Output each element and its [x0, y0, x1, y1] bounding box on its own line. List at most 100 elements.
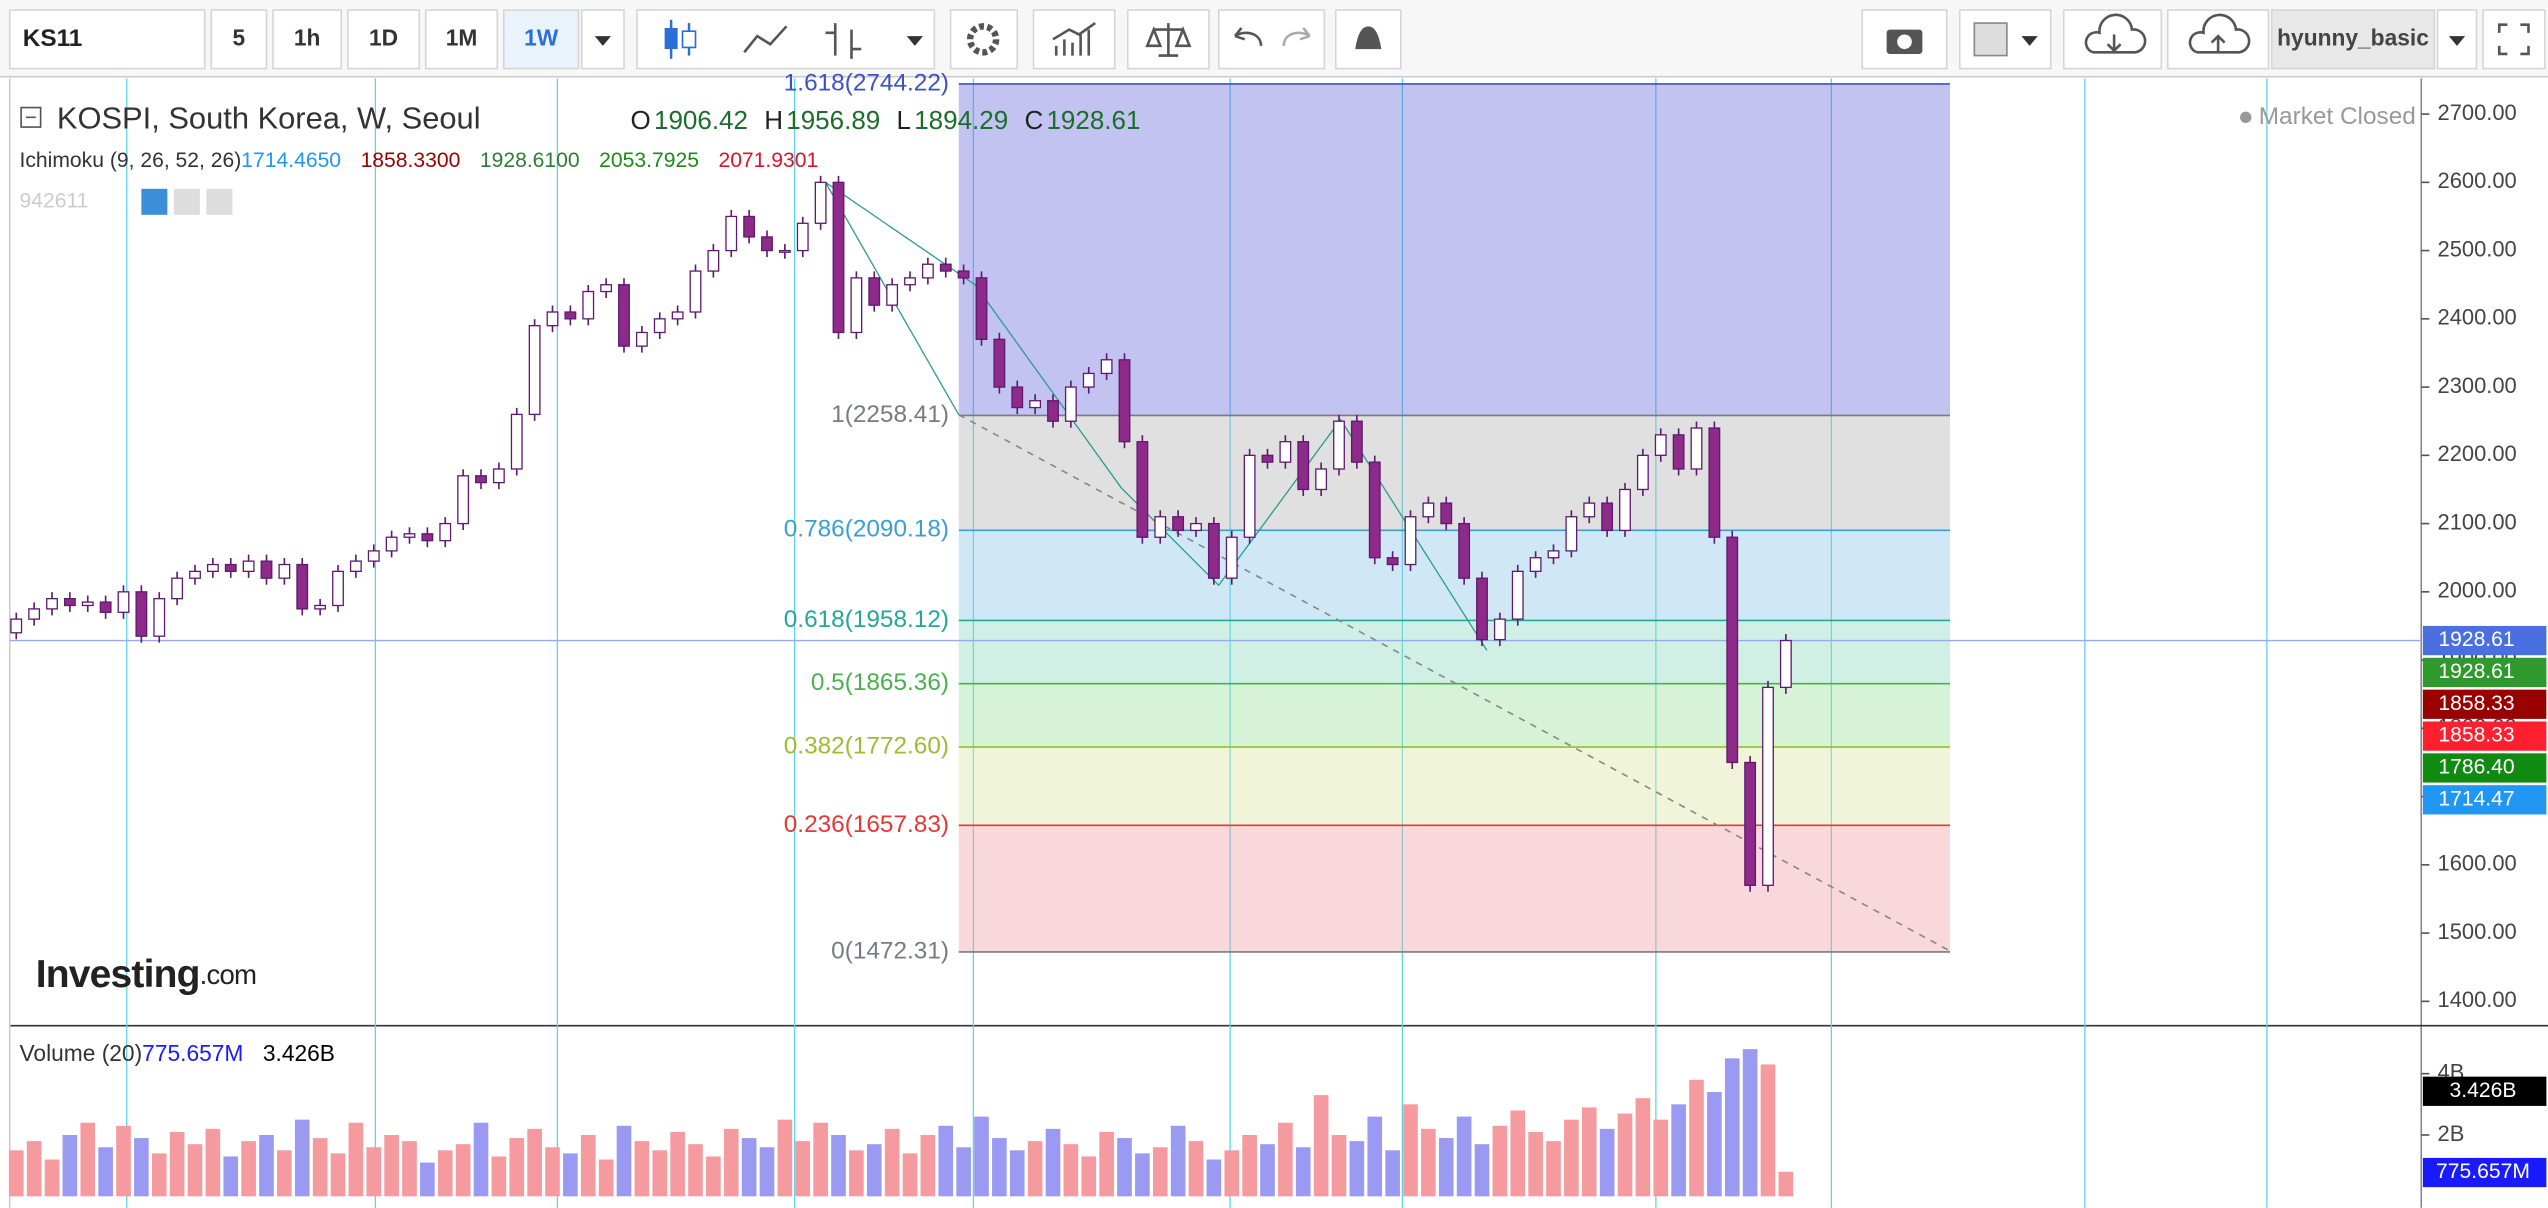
price-tag: [2422, 721, 2547, 751]
undo-redo-group[interactable]: [1217, 9, 1326, 70]
interval-button[interactable]: [346, 9, 421, 70]
candle-icon: [664, 19, 697, 59]
candle: [1225, 536, 1238, 579]
candle: [1404, 516, 1417, 566]
indicators-button[interactable]: [1032, 9, 1116, 70]
symbol-box[interactable]: [8, 9, 206, 70]
volume-bar: [813, 1122, 828, 1197]
interval-button[interactable]: [424, 9, 499, 70]
candle: [1779, 639, 1792, 689]
volume-bar: [831, 1134, 846, 1197]
volume-bar: [1331, 1134, 1347, 1197]
volume-bar: [1135, 1153, 1150, 1197]
candle: [1690, 427, 1703, 470]
fib-band: [958, 620, 1950, 684]
volume-bar: [1599, 1128, 1615, 1197]
volume-bar: [1385, 1150, 1400, 1197]
candle: [63, 598, 76, 607]
y-tick-label: 2200.00: [2438, 441, 2517, 466]
ohlc-key: H: [764, 105, 783, 135]
load-button[interactable]: [2062, 9, 2163, 70]
volume-bar: [938, 1125, 954, 1197]
settings-icon[interactable]: [173, 188, 200, 215]
interval-label: 1h: [294, 24, 321, 50]
candle: [1708, 427, 1721, 538]
interval-button[interactable]: [272, 9, 343, 70]
candle: [189, 570, 201, 579]
ohlc-value: 1894.29: [914, 105, 1008, 135]
candle: [1511, 570, 1524, 620]
user-dropdown[interactable]: [2436, 9, 2478, 70]
candle: [796, 222, 809, 252]
ohlc-key: C: [1024, 105, 1043, 135]
chart-type-group[interactable]: [636, 9, 936, 70]
volume-bar: [1635, 1098, 1651, 1197]
candle: [528, 325, 541, 416]
candle: [850, 277, 863, 334]
volume-bar: [1367, 1116, 1383, 1197]
close-icon[interactable]: [206, 188, 233, 215]
y-tick-label: 2400.00: [2438, 305, 2517, 330]
fib-label: 1.618(2744.22): [784, 69, 949, 96]
symbol-title: KOSPI, South Korea, W, Seoul: [57, 101, 481, 136]
volume-bar: [1009, 1150, 1025, 1197]
ohlc-key: O: [631, 105, 651, 135]
volume-bar: [1742, 1049, 1758, 1197]
volume-bar: [134, 1138, 149, 1197]
candle: [278, 563, 291, 579]
candle: [81, 601, 94, 607]
interval-label: 1D: [369, 24, 398, 50]
interval-button[interactable]: [210, 9, 268, 70]
candle: [1315, 468, 1328, 491]
volume-bar: [402, 1141, 417, 1197]
candle: [546, 311, 559, 327]
volume-bar: [1081, 1156, 1097, 1197]
volume-bar: [777, 1119, 793, 1197]
volume-name: Volume (20): [20, 1040, 143, 1066]
candle: [206, 563, 219, 573]
candle: [403, 533, 416, 538]
candle: [1529, 557, 1542, 573]
price-tag: [2422, 753, 2547, 783]
volume-bar: [1170, 1125, 1186, 1197]
fib-band: [958, 683, 1950, 748]
status-dot: [2240, 111, 2252, 123]
volume-bar: [44, 1159, 60, 1197]
indicator-value: 1714.4650: [241, 149, 341, 172]
fib-band: [958, 415, 1950, 531]
user-box[interactable]: [2270, 9, 2436, 70]
volume-bar: [509, 1138, 525, 1197]
gear-icon: [966, 23, 1000, 56]
y-tick-label: 2000.00: [2438, 578, 2517, 603]
volume-bar: [348, 1122, 364, 1197]
volume-bar: [616, 1125, 632, 1197]
volume-bar: [1528, 1131, 1543, 1197]
legend: KOSPI, South Korea, W, Seoul O 1906.42 H 19…: [20, 101, 2416, 1066]
volume-bar: [795, 1141, 811, 1197]
caret: [594, 36, 611, 46]
candle: [28, 608, 41, 620]
volume-bar: [1438, 1138, 1454, 1197]
ichimoku-legend: Ichimoku (9, 26, 52, 26)1714.4650 1858.33…: [20, 149, 819, 172]
price-tag: [2422, 657, 2547, 688]
candle: [457, 475, 470, 525]
eye-icon[interactable]: [141, 188, 168, 215]
settings-button[interactable]: [949, 9, 1019, 70]
candle: [1386, 557, 1399, 566]
volume-bar: [116, 1125, 131, 1197]
indicators-icon: [1052, 21, 1096, 56]
volume-bar: [205, 1128, 221, 1197]
volume-bar: [1242, 1134, 1257, 1197]
volume-bar: [1671, 1104, 1686, 1197]
candle: [582, 290, 595, 320]
save-button[interactable]: [2166, 9, 2270, 70]
candle: [349, 560, 362, 573]
interval-button[interactable]: [502, 9, 580, 70]
candle: [260, 560, 273, 579]
candle: [117, 591, 130, 613]
volume-bar: [1510, 1110, 1526, 1197]
volume-bar: [294, 1119, 310, 1197]
volume-bar: [1707, 1092, 1722, 1197]
fullscreen-button[interactable]: [2482, 9, 2546, 70]
